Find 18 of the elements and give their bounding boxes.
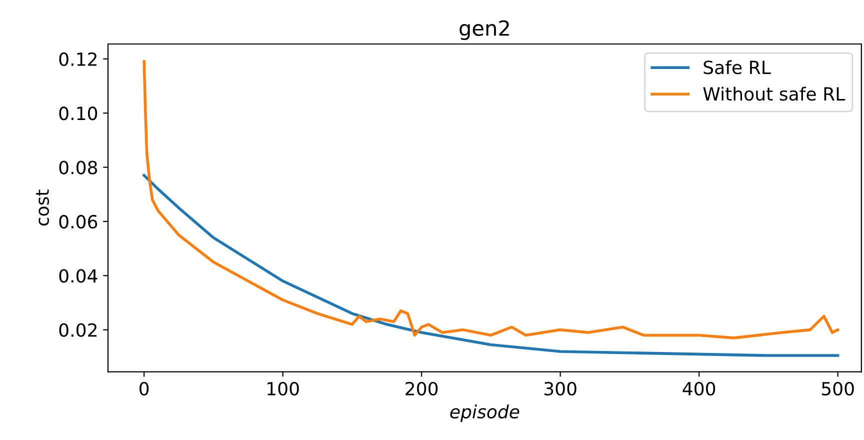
y-tick-label: 0.06: [59, 214, 98, 229]
y-tick-label: 0.08: [59, 160, 98, 174]
chart-title: gen2: [460, 20, 509, 40]
x-tick-label: 0: [140, 382, 149, 396]
x-tick-label: 400: [682, 382, 716, 396]
y-tick-label: 0.10: [59, 106, 98, 120]
y-axis-title: cost: [36, 190, 50, 226]
legend-label: Without safe RL: [703, 86, 846, 101]
y-tick-label: 0.12: [59, 52, 96, 66]
y-tick-label: 0.04: [59, 269, 98, 283]
x-axis-title: episode: [450, 404, 520, 422]
line-series: [142, 174, 840, 357]
legend-label: Safe RL: [704, 60, 771, 74]
x-tick-label: 200: [406, 382, 438, 396]
x-tick-label: 100: [268, 382, 299, 396]
x-tick-label: 500: [822, 382, 854, 396]
x-tick-label: 300: [544, 382, 576, 396]
y-tick-label: 0.02: [59, 323, 96, 337]
